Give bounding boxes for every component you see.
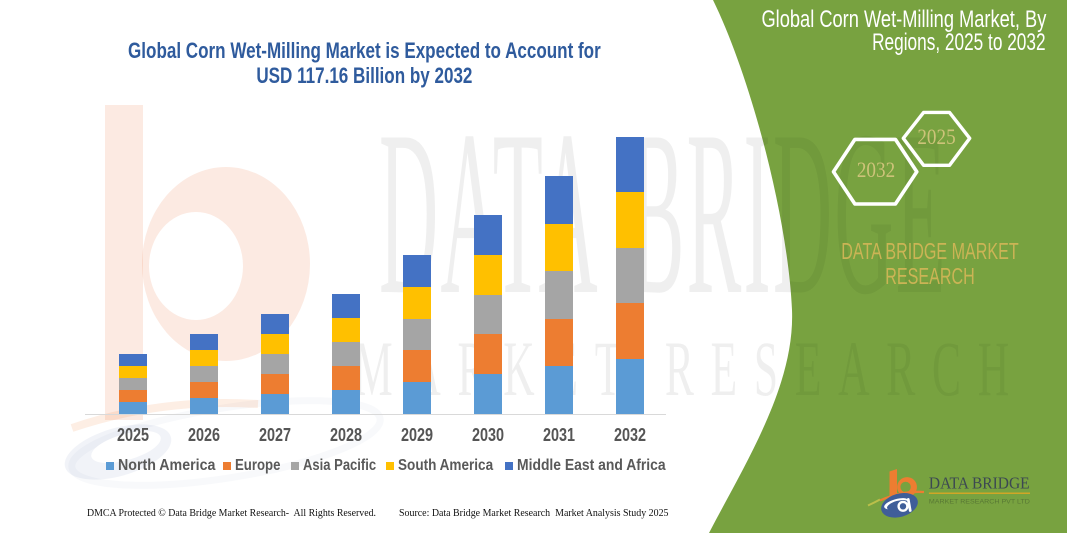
svg-text:MARKET RESEARCH PVT LTD: MARKET RESEARCH PVT LTD (929, 500, 1031, 506)
svg-text:DATA BRIDGE: DATA BRIDGE (929, 474, 1030, 493)
